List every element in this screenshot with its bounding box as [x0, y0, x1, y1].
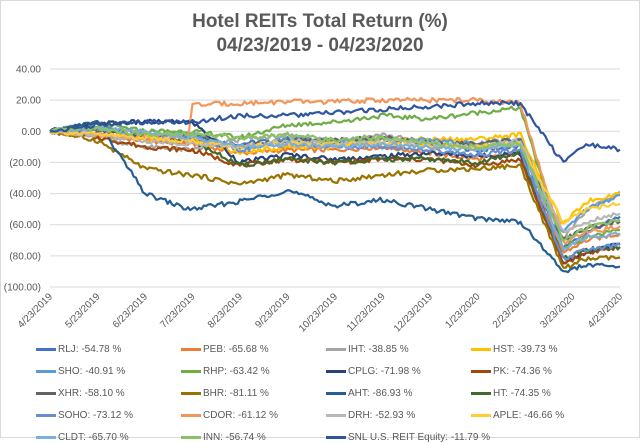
x-tick-label: 10/23/2019 [297, 291, 340, 334]
legend-label: CPLG: -71.98 % [348, 366, 421, 377]
series-line-inn [49, 125, 621, 242]
y-tick-label: (80.00) [9, 251, 41, 262]
legend-swatch [181, 370, 201, 373]
legend-item: RHP: -63.42 % [181, 366, 270, 377]
series-line-bhr [49, 130, 621, 269]
series-line-pk [49, 128, 621, 265]
y-tick-label: 0.00 [22, 127, 42, 138]
legend-swatch [36, 370, 56, 373]
legend-label: XHR: -58.10 % [58, 388, 125, 399]
x-tick-label: 8/23/2019 [206, 291, 246, 331]
legend-swatch [326, 370, 346, 373]
series-line-snl-u-s-reit-equity [49, 99, 621, 163]
legend-item: BHR: -81.11 % [181, 388, 269, 399]
x-tick-label: 12/23/2019 [392, 291, 435, 334]
y-tick-label: (100.00) [4, 283, 41, 294]
y-tick-label: (20.00) [9, 158, 41, 169]
legend-swatch [471, 370, 491, 373]
series-line-aht [49, 119, 621, 274]
subtitle: 04/23/2019 - 04/23/2020 [216, 35, 424, 56]
x-tick-label: 3/23/2020 [538, 291, 578, 331]
legend-label: HST: -39.73 % [493, 344, 558, 355]
title: Hotel REITs Total Return (%) [192, 11, 448, 32]
legend-swatch [181, 414, 201, 417]
legend-item: CDOR: -61.12 % [181, 410, 278, 421]
x-tick-label: 2/23/2020 [491, 291, 531, 331]
x-tick-label: 6/23/2019 [111, 291, 151, 331]
legend-swatch [36, 348, 56, 351]
legend-item: SHO: -40.91 % [36, 366, 125, 377]
legend-item: RLJ: -54.78 % [36, 344, 121, 355]
legend-label: PK: -74.36 % [493, 366, 552, 377]
legend-item: PK: -74.36 % [471, 366, 552, 377]
legend-item: HST: -39.73 % [471, 344, 557, 355]
legend-label: AHT: -86.93 % [348, 388, 413, 399]
legend-swatch [36, 392, 56, 395]
legend-label: IHT: -38.85 % [348, 344, 409, 355]
legend-item: XHR: -58.10 % [36, 388, 125, 399]
legend-label: SOHO: -73.12 % [58, 410, 134, 421]
legend-item: PEB: -65.68 % [181, 344, 269, 355]
legend-label: APLE: -46.66 % [493, 410, 565, 421]
y-tick-label: 40.00 [16, 65, 41, 76]
x-tick-label: 11/23/2019 [345, 291, 388, 334]
x-tick-label: 7/23/2019 [158, 291, 198, 331]
legend-swatch [181, 348, 201, 351]
legend-item: HT: -74.35 % [471, 388, 551, 399]
legend-label: CDOR: -61.12 % [203, 410, 279, 421]
x-tick-label: 1/23/2020 [443, 291, 483, 331]
series-line-cdor [49, 96, 621, 245]
legend-swatch [326, 392, 346, 395]
legend-item: APLE: -46.66 % [471, 410, 564, 421]
legend-item: SOHO: -73.12 % [36, 410, 133, 421]
legend-item: CPLG: -71.98 % [326, 366, 421, 377]
x-tick-label: 4/23/2019 [16, 291, 56, 331]
legend-swatch [326, 348, 346, 351]
legend-label: DRH: -52.93 % [348, 410, 416, 421]
legend-swatch [471, 348, 491, 351]
legend-label: RHP: -63.42 % [203, 366, 270, 377]
legend-label: SHO: -40.91 % [58, 366, 126, 377]
x-tick-label: 5/23/2019 [63, 291, 103, 331]
y-tick-label: (40.00) [9, 189, 41, 200]
legend-label: PEB: -65.68 % [203, 344, 269, 355]
series-line-drh [49, 128, 621, 234]
x-tick-label: 9/23/2019 [253, 291, 293, 331]
legend-item: IHT: -38.85 % [326, 344, 409, 355]
legend-label: HT: -74.35 % [493, 388, 551, 399]
legend-item: AHT: -86.93 % [326, 388, 412, 399]
legend-swatch [181, 392, 201, 395]
y-tick-label: 20.00 [16, 96, 41, 107]
legend-label: RLJ: -54.78 % [58, 344, 122, 355]
legend-swatch [326, 414, 346, 417]
legend-item: DRH: -52.93 % [326, 410, 415, 421]
legend-label: BHR: -81.11 % [203, 388, 269, 399]
legend-swatch [471, 392, 491, 395]
legend-swatch [36, 414, 56, 417]
y-tick-label: (60.00) [9, 220, 41, 231]
x-tick-label: 4/23/2020 [586, 291, 626, 331]
chart-title: Hotel REITs Total Return (%) 04/23/2019 … [0, 10, 640, 58]
legend-swatch [471, 414, 491, 417]
